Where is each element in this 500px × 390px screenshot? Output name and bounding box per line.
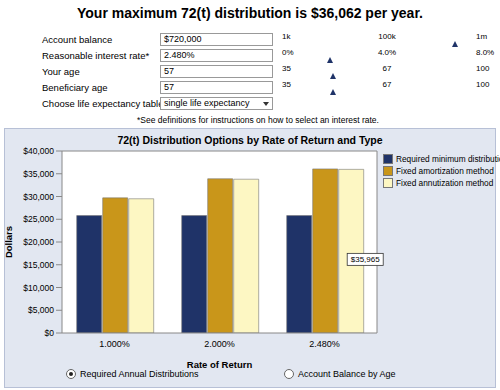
svg-text:$20,000: $20,000 <box>23 237 54 247</box>
html-text:Beneficiary age: Beneficiary age <box>42 82 108 93</box>
svg-text:2.000%: 2.000% <box>204 339 235 349</box>
svg-text:1.000%: 1.000% <box>99 339 130 349</box>
svg-text:$15,000: $15,000 <box>23 260 54 270</box>
svg-text:$40,000: $40,000 <box>23 146 54 156</box>
html-text:Reasonable interest rate*: Reasonable interest rate* <box>42 50 150 61</box>
svg-text:Dollars: Dollars <box>8 226 14 258</box>
svg-text:$5,000: $5,000 <box>28 305 54 315</box>
html-text:*See definitions for instructi: *See definitions for instructions on how… <box>137 115 379 125</box>
html-text:Fixed amortization method: Fixed amortization method <box>396 166 494 176</box>
html-text:8.0%: 8.0% <box>476 48 495 57</box>
svg-text:$10,000: $10,000 <box>23 283 54 293</box>
html-text:2.480%: 2.480% <box>164 50 195 60</box>
html-text:Required Annual Distributions: Required Annual Distributions <box>80 369 199 379</box>
svg-text:Rate of Return: Rate of Return <box>187 359 253 370</box>
html-text:72(t) Distribution Options by: 72(t) Distribution Options by Rate of Re… <box>117 134 383 146</box>
html-text:57: 57 <box>164 82 174 92</box>
svg-text:$25,000: $25,000 <box>23 214 54 224</box>
html-text:0%: 0% <box>282 48 294 57</box>
svg-text:2.480%: 2.480% <box>309 339 340 349</box>
html-text:4.0%: 4.0% <box>377 48 397 57</box>
svg-text:$35,965: $35,965 <box>351 255 380 264</box>
html-text:Account Balance by Age: Account Balance by Age <box>298 369 396 379</box>
html-text:35: 35 <box>282 80 291 89</box>
html-text:Your maximum 72(t) distributio: Your maximum 72(t) distribution is $36,0… <box>77 5 423 21</box>
html-text:57: 57 <box>164 66 174 76</box>
html-text:Choose life expectancy table:: Choose life expectancy table: <box>42 98 167 109</box>
html-text:100k: 100k <box>378 32 396 41</box>
html-text:35: 35 <box>282 64 291 73</box>
html-text:single life expectancy: single life expectancy <box>164 98 250 108</box>
html-text:Fixed annutization method: Fixed annutization method <box>396 178 494 188</box>
html-text:67: 67 <box>382 80 392 89</box>
html-text:Account balance: Account balance <box>42 34 113 45</box>
html-text:67: 67 <box>382 64 392 73</box>
html-text:Your age: Your age <box>42 66 80 77</box>
html-text:$720,000: $720,000 <box>164 34 202 44</box>
html-text:100: 100 <box>476 64 490 73</box>
html-text:1k: 1k <box>282 32 291 41</box>
svg-text:$0: $0 <box>45 328 55 338</box>
html-text:100: 100 <box>476 80 490 89</box>
svg-text:$35,000: $35,000 <box>23 169 54 179</box>
svg-text:$30,000: $30,000 <box>23 192 54 202</box>
html-text:1m: 1m <box>476 32 488 41</box>
